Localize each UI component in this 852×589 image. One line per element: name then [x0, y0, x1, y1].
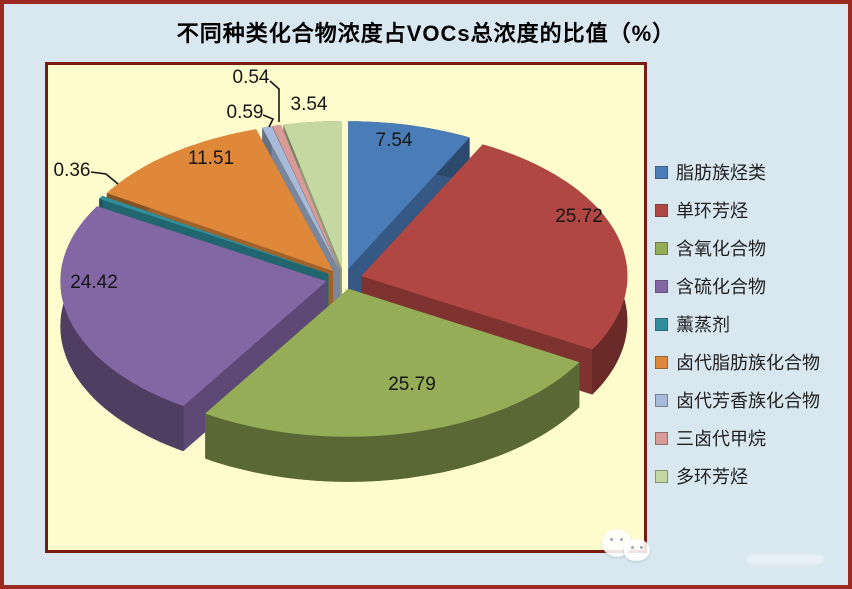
legend-label: 含氧化合物	[676, 239, 766, 259]
legend-item-9: 多环芳烃	[655, 457, 848, 495]
pie-slice-3	[205, 288, 580, 482]
legend-label: 三卤代甲烷	[676, 429, 766, 449]
label-leader-line	[269, 80, 280, 122]
slice-data-label-6: 11.51	[188, 148, 234, 169]
label-leader-line	[90, 171, 119, 185]
legend-swatch-icon	[655, 203, 668, 217]
slice-data-label-3: 25.79	[388, 374, 436, 395]
slice-data-label-8: 0.54	[233, 67, 270, 88]
legend-label: 卤代脂肪族化合物	[676, 353, 820, 373]
legend-swatch-icon	[655, 393, 668, 407]
legend-swatch-icon	[655, 355, 668, 369]
slice-data-label-7: 0.59	[227, 102, 264, 123]
legend-item-2: 单环芳烃	[655, 191, 848, 229]
chart-title: 不同种类化合物浓度占VOCs总浓度的比值（%）	[176, 21, 676, 46]
legend-swatch-icon	[655, 279, 668, 293]
legend-label: 单环芳烃	[676, 201, 748, 221]
pie-chart: 7.54 25.72 25.79 24.42 0.36 11.51 0.59 0.54 3.54	[54, 67, 628, 482]
legend-swatch-icon	[655, 165, 668, 179]
legend-item-7: 卤代芳香族化合物	[655, 381, 848, 419]
legend-swatch-icon	[655, 431, 668, 445]
legend-swatch-icon	[655, 469, 668, 483]
slice-data-label-4: 24.42	[70, 272, 118, 293]
label-leader-line	[262, 114, 275, 128]
legend-item-6: 卤代脂肪族化合物	[655, 343, 848, 381]
legend-label: 多环芳烃	[676, 467, 748, 487]
legend-label: 卤代芳香族化合物	[676, 391, 820, 411]
legend: 脂肪族烃类单环芳烃含氧化合物含硫化合物薰蒸剂卤代脂肪族化合物 卤代芳香族化合物 三卤…	[655, 153, 848, 495]
slice-data-label-2: 25.72	[555, 206, 603, 227]
data-labels-layer: 7.54 25.72 25.79 24.42 0.36 11.51 0.59 0.54 3.54	[54, 67, 603, 395]
slice-data-label-5: 0.36	[54, 160, 91, 181]
legend-swatch-icon	[655, 317, 668, 331]
legend-label: 含硫化合物	[676, 277, 766, 297]
legend-item-1: 脂肪族烃类	[655, 153, 848, 191]
legend-label: 薰蒸剂	[676, 315, 730, 335]
legend-label: 脂肪族烃类	[676, 163, 766, 183]
plot-area: 7.54 25.72 25.79 24.42 0.36 11.51 0.59 0.54 3.54	[45, 62, 647, 553]
slice-data-label-1: 7.54	[376, 130, 413, 151]
legend-item-8: 三卤代甲烷	[655, 419, 848, 457]
legend-item-5: 薰蒸剂	[655, 305, 848, 343]
legend-item-3: 含氧化合物	[655, 229, 848, 267]
legend-item-4: 含硫化合物	[655, 267, 848, 305]
slice-data-label-9: 3.54	[291, 94, 328, 115]
legend-swatch-icon	[655, 241, 668, 255]
watermark-text-smudge	[746, 555, 824, 564]
